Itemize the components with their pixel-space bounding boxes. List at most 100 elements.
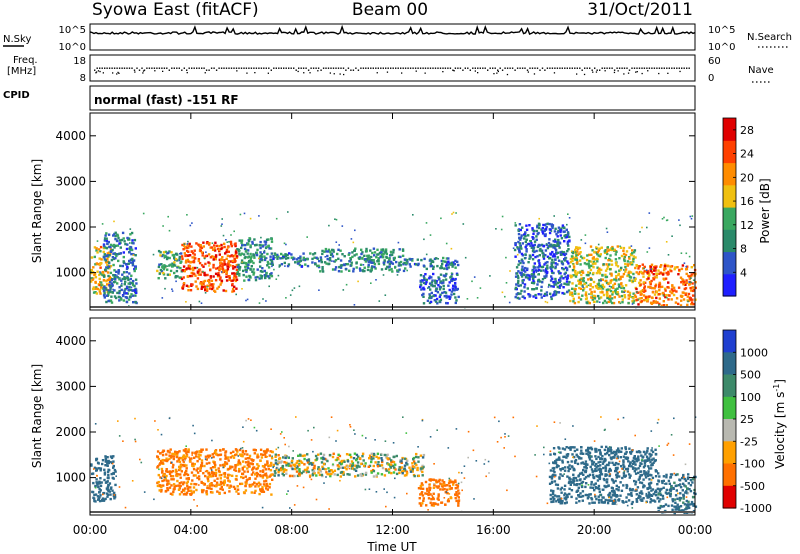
freq-point (559, 67, 561, 69)
echo-cell (232, 485, 236, 489)
echo-cell (555, 252, 558, 255)
echo-cell (312, 470, 316, 473)
echo-cell (276, 463, 279, 466)
echo-scatter (452, 211, 455, 214)
freq-point (357, 69, 360, 71)
echo-cell (572, 265, 576, 268)
echo-cell (188, 460, 192, 463)
echo-cell (620, 447, 623, 450)
echo-cell (173, 271, 176, 275)
echo-cell (244, 457, 247, 460)
echo-cell (590, 296, 593, 299)
echo-cell (156, 481, 159, 485)
echo-cell (256, 475, 259, 478)
echo-cell (621, 285, 624, 288)
echo-cell (236, 248, 239, 251)
echo-cell (619, 277, 622, 281)
echo-cell (605, 301, 608, 304)
echo-cell (311, 474, 315, 477)
echo-cell (384, 251, 387, 254)
echo-scatter (598, 301, 601, 303)
echo-cell (633, 479, 636, 483)
echo-cell (366, 268, 370, 272)
echo-cell (588, 454, 591, 457)
echo-cell (221, 267, 225, 271)
echo-cell (576, 448, 579, 451)
echo-cell (193, 249, 196, 252)
echo-cell (231, 290, 234, 293)
freq-point (280, 67, 282, 69)
echo-cell (209, 275, 212, 278)
echo-cell (283, 261, 286, 265)
echo-cell (636, 291, 640, 294)
echo-cell (665, 304, 668, 307)
echo-cell (266, 488, 269, 491)
echo-cell (185, 267, 189, 270)
echo-cell (181, 483, 185, 486)
echo-cell (267, 238, 270, 241)
echo-cell (574, 258, 577, 261)
echo-cell (446, 500, 450, 503)
echo-cell (180, 481, 183, 484)
echo-cell (164, 277, 167, 280)
freq-point (245, 67, 248, 69)
echo-cell (658, 289, 661, 292)
echo-cell (567, 469, 570, 473)
echo-cell (566, 493, 569, 496)
echo-cell (239, 463, 242, 466)
echo-cell (517, 232, 521, 236)
echo-cell (106, 476, 109, 479)
echo-cell (455, 288, 459, 291)
echo-cell (577, 279, 580, 282)
echo-cell (107, 274, 110, 278)
echo-cell (457, 504, 460, 507)
echo-cell (116, 239, 119, 243)
echo-cell (370, 469, 373, 473)
freq-point (628, 69, 631, 71)
echo-cell (525, 274, 529, 277)
echo-cell (231, 272, 234, 275)
freq-point (305, 67, 307, 69)
echo-cell (277, 454, 280, 457)
echo-cell (605, 288, 609, 292)
echo-cell (607, 300, 610, 304)
echo-cell (616, 293, 620, 296)
echo-cell (105, 487, 109, 490)
echo-cell (575, 273, 578, 276)
echo-cell (519, 228, 522, 232)
echo-cell (529, 294, 532, 297)
echo-cell (681, 278, 684, 281)
echo-cell (430, 260, 434, 263)
echo-scatter (584, 242, 587, 245)
nave-point (636, 71, 638, 73)
echo-cell (432, 502, 435, 505)
freq-point (265, 67, 267, 69)
echo-cell (106, 495, 109, 498)
echo-cell (549, 252, 553, 256)
echo-cell (577, 486, 580, 489)
echo-cell (317, 264, 320, 267)
echo-cell (263, 480, 266, 483)
echo-scatter (163, 257, 166, 259)
echo-scatter (597, 258, 599, 261)
echo-cell (376, 253, 379, 256)
echo-scatter (692, 279, 695, 281)
echo-cell (455, 492, 458, 495)
echo-cell (233, 487, 237, 490)
echo-cell (156, 484, 160, 488)
echo-cell (185, 284, 189, 287)
echo-cell (573, 292, 576, 295)
echo-scatter (277, 274, 280, 277)
echo-cell (580, 457, 583, 460)
echo-cell (103, 275, 106, 278)
echo-cell (343, 460, 346, 463)
echo-cell (128, 272, 131, 275)
echo-cell (252, 261, 255, 265)
echo-cell (548, 238, 551, 241)
echo-cell (368, 257, 371, 260)
echo-cell (215, 452, 218, 455)
echo-cell (106, 464, 109, 467)
echo-cell (109, 271, 113, 275)
echo-cell (627, 473, 631, 476)
echo-cell (102, 250, 105, 254)
